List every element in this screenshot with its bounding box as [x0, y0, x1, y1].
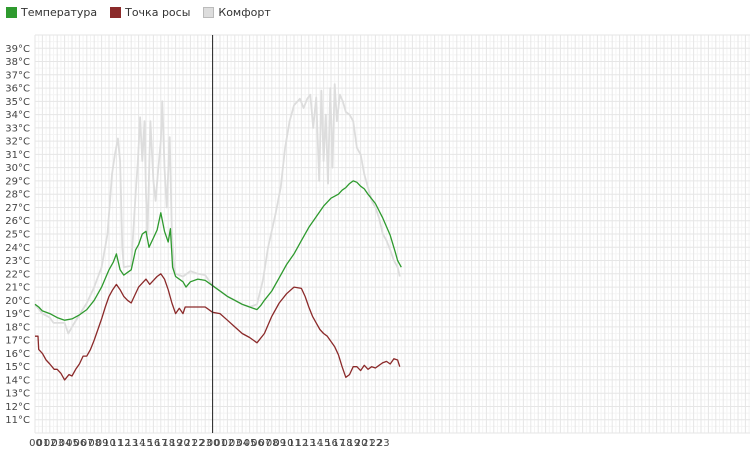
x-tick-label: 20: [355, 438, 368, 449]
x-tick-label: 11: [288, 438, 301, 449]
x-tick-label: 04: [236, 438, 249, 449]
y-tick-label: 36°C: [5, 84, 30, 95]
y-tick-label: 35°C: [5, 97, 30, 108]
legend-swatch-comfort: [203, 6, 215, 18]
legend-label-dew-point: Точка росы: [125, 5, 191, 19]
y-tick-label: 12°C: [5, 402, 30, 413]
x-tick-label: 22: [192, 438, 205, 449]
x-tick-label: 14: [310, 438, 323, 449]
y-tick-label: 15°C: [5, 362, 30, 373]
x-tick-label: 23: [199, 438, 212, 449]
x-tick-label: 06: [74, 438, 87, 449]
x-tick-label: 07: [81, 438, 94, 449]
x-tick-label: 19: [170, 438, 183, 449]
x-tick-label: 15: [140, 438, 153, 449]
y-tick-label: 19°C: [5, 309, 30, 320]
y-tick-label: 29°C: [5, 176, 30, 187]
x-tick-label: 10: [281, 438, 294, 449]
legend-swatch-temperature: [6, 6, 17, 18]
x-tick-label: 08: [266, 438, 279, 449]
series-line-dew-point: [35, 273, 401, 381]
x-tick-label: 03: [51, 438, 64, 449]
x-tick-label: 13: [125, 438, 138, 449]
legend-item-comfort[interactable]: Комфорт: [203, 5, 271, 19]
y-tick-label: 16°C: [5, 349, 30, 360]
x-tick-label: 14: [133, 438, 146, 449]
x-tick-label: 21: [362, 438, 375, 449]
x-tick-label: 04: [59, 438, 72, 449]
legend-label-comfort: Комфорт: [218, 5, 271, 19]
x-tick-label: 17: [155, 438, 168, 449]
y-tick-label: 31°C: [5, 150, 30, 161]
y-tick-label: 24°C: [5, 243, 30, 254]
grid-major: [34, 34, 750, 434]
legend-swatch-dew-point: [110, 6, 122, 18]
x-tick-label: 19: [347, 438, 360, 449]
x-tick-label: 11: [111, 438, 124, 449]
x-tick-label: 10: [103, 438, 116, 449]
y-tick-label: 28°C: [5, 190, 30, 201]
x-tick-label: 12: [296, 438, 309, 449]
y-tick-label: 30°C: [5, 163, 30, 174]
x-tick-label: 05: [66, 438, 79, 449]
y-tick-label: 26°C: [5, 216, 30, 227]
y-tick-label: 39°C: [5, 44, 30, 55]
x-tick-label: 01: [214, 438, 227, 449]
y-tick-label: 38°C: [5, 57, 30, 68]
y-tick-label: 14°C: [5, 375, 30, 386]
series-layer: [34, 83, 402, 381]
x-tick-label: 02: [44, 438, 57, 449]
legend-item-dew-point[interactable]: Точка росы: [110, 6, 190, 19]
y-tick-label: 18°C: [5, 322, 30, 333]
x-tick-label: 01: [37, 438, 50, 449]
x-axis-ticks: 0001020304050607080910111213141516171819…: [29, 438, 390, 449]
y-tick-label: 32°C: [5, 137, 30, 148]
x-tick-label: 16: [148, 438, 161, 449]
x-tick-label: 03: [229, 438, 242, 449]
x-tick-label: 13: [303, 438, 316, 449]
y-tick-label: 20°C: [5, 296, 30, 307]
y-tick-label: 13°C: [5, 389, 30, 400]
x-tick-label: 12: [118, 438, 131, 449]
y-tick-label: 37°C: [5, 70, 30, 81]
x-tick-label: 09: [96, 438, 109, 449]
legend-label-temperature: Температура: [21, 5, 98, 19]
x-tick-label: 17: [333, 438, 346, 449]
y-tick-label: 22°C: [5, 269, 30, 280]
x-tick-label: 16: [325, 438, 338, 449]
x-tick-label: 22: [370, 438, 383, 449]
x-tick-label: 02: [222, 438, 235, 449]
x-tick-label: 15: [318, 438, 331, 449]
x-tick-label: 09: [273, 438, 286, 449]
x-tick-label: 07: [259, 438, 272, 449]
x-tick-label: 18: [162, 438, 175, 449]
y-tick-label: 34°C: [5, 110, 30, 121]
chart-legend: Температура Точка росы Комфорт: [6, 4, 284, 20]
y-tick-label: 17°C: [5, 336, 30, 347]
x-tick-label: 21: [185, 438, 198, 449]
x-tick-label: 00: [207, 438, 220, 449]
y-tick-label: 27°C: [5, 203, 30, 214]
y-tick-label: 21°C: [5, 283, 30, 294]
y-tick-label: 23°C: [5, 256, 30, 267]
y-tick-label: 25°C: [5, 230, 30, 241]
legend-item-temperature[interactable]: Температура: [6, 6, 97, 19]
series-line-temperature: [34, 180, 402, 321]
x-tick-label: 00: [29, 438, 42, 449]
y-axis-ticks: 11°C 12°C 13°C 14°C 15°C 16°C 17°C 18°C 19°C 20°C…: [5, 44, 30, 426]
y-tick-label: 11°C: [5, 415, 30, 426]
y-tick-label: 33°C: [5, 123, 30, 134]
x-tick-label: 23: [377, 438, 390, 449]
x-tick-label: 08: [88, 438, 101, 449]
x-tick-label: 20: [177, 438, 190, 449]
x-tick-label: 06: [251, 438, 264, 449]
x-tick-label: 18: [340, 438, 353, 449]
x-tick-label: 05: [244, 438, 257, 449]
